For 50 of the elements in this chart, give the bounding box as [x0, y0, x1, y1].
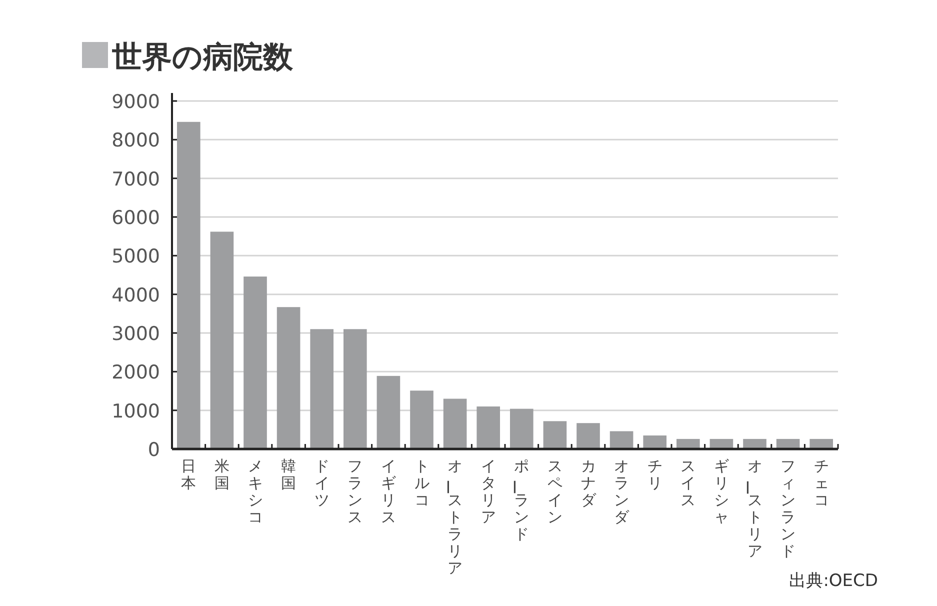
bar — [244, 276, 267, 449]
x-tick-label: オーストリア — [738, 457, 762, 560]
bar — [410, 390, 434, 449]
bar — [310, 329, 334, 449]
bar — [576, 423, 600, 449]
bar — [376, 376, 400, 449]
x-tick-label: 日本 — [181, 457, 196, 492]
x-tick-label: イタリア — [480, 457, 496, 526]
x-tick-label: イギリス — [380, 457, 396, 526]
bar — [176, 122, 200, 449]
y-tick-label: 0 — [148, 439, 160, 461]
source-note: 出典:OECD — [789, 571, 878, 591]
y-tick-label: 6000 — [112, 207, 160, 229]
x-tick-label: オーストラリア — [438, 457, 463, 577]
x-tick-label: ポーランド — [504, 457, 530, 543]
bar — [510, 408, 534, 449]
x-tick-label: スイス — [680, 457, 696, 509]
y-tick-label: 5000 — [112, 246, 160, 268]
bar — [343, 329, 367, 449]
x-tick-label: オランダ — [614, 457, 630, 526]
x-tick-label: スペイン — [547, 457, 562, 526]
y-tick-label: 4000 — [112, 284, 160, 306]
y-tick-label: 3000 — [112, 323, 160, 345]
bar — [810, 438, 834, 449]
x-tick-label: フランス — [348, 457, 363, 526]
bar — [543, 421, 567, 449]
x-tick-label: フィンランド — [780, 457, 796, 560]
y-tick-label: 1000 — [112, 400, 160, 422]
y-tick-label: 9000 — [112, 91, 160, 113]
y-tick-label: 7000 — [112, 168, 160, 190]
bar — [476, 406, 500, 449]
bar — [643, 435, 667, 449]
x-tick-label: 米国 — [214, 457, 230, 492]
x-tick-label: ドイツ — [314, 457, 330, 509]
x-tick-label: チェコ — [814, 457, 829, 509]
bar — [276, 307, 300, 449]
bar — [743, 438, 766, 449]
x-tick-label: 韓国 — [281, 457, 296, 492]
chart-title: 世界の病院数 — [111, 40, 294, 75]
x-tick-label: カナダ — [580, 457, 597, 509]
x-tick-label: チリ — [647, 457, 662, 492]
bar — [210, 232, 234, 449]
bar — [610, 431, 634, 449]
bar — [676, 438, 700, 449]
y-tick-label: 8000 — [112, 130, 160, 152]
bar — [443, 398, 467, 449]
x-tick-label: メキシコ — [248, 457, 263, 526]
y-tick-label: 2000 — [112, 362, 160, 384]
x-tick-label: ギリシャ — [714, 457, 729, 526]
x-tick-label: トルコ — [414, 457, 430, 509]
